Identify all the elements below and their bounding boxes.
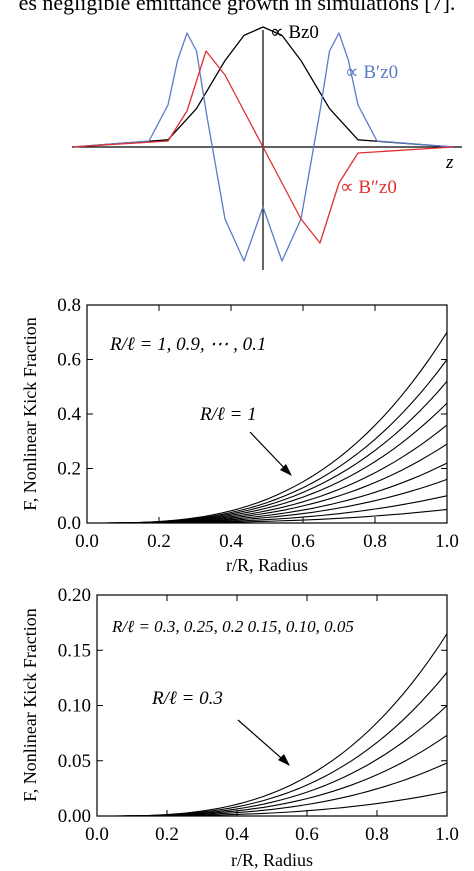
x-tick-label: 1.0 (435, 531, 459, 552)
series-line-2 (87, 380, 448, 524)
x-tick-label: 0.2 (147, 531, 171, 552)
annotation-arrow (237, 719, 289, 765)
x-axis-label: r/R, Radius (226, 555, 308, 575)
x-tick-label: 0.8 (363, 531, 387, 552)
series-line-6 (87, 462, 448, 524)
series-line-1 (72, 32, 454, 262)
x-tick-label: 0.4 (225, 824, 249, 845)
x-tick-label: 1.0 (435, 824, 459, 845)
legend-text: R/ℓ = 1, 0.9, ⋯ , 0.1 (109, 334, 266, 355)
series-line-1 (87, 359, 448, 524)
y-tick-label: 0.10 (58, 696, 91, 717)
series-line-2 (97, 705, 448, 817)
y-axis-label: F, Nonlinear Kick Fraction (20, 608, 40, 802)
series-line-5 (97, 791, 448, 817)
y-tick-label: 0.4 (57, 404, 81, 425)
annotation-arrowhead (278, 754, 290, 766)
x-axis-label: r/R, Radius (231, 850, 313, 870)
y-tick-label: 0.2 (57, 459, 81, 480)
series-line-2 (72, 50, 454, 244)
legend-text: R/ℓ = 0.3, 0.25, 0.2 0.15, 0.10, 0.05 (111, 617, 354, 636)
z-axis-label: z (445, 152, 454, 173)
series-line-9 (87, 508, 448, 524)
y-tick-label: 0.0 (57, 513, 81, 534)
series-line-4 (97, 762, 448, 817)
x-tick-label: 0.0 (85, 824, 109, 845)
y-tick-label: 0.6 (57, 350, 81, 371)
annotation-arrowhead (280, 464, 292, 476)
series-line-0 (87, 332, 448, 524)
x-tick-label: 0.8 (365, 824, 389, 845)
series-label-bz0: ∝ Bz0 (270, 22, 319, 43)
y-tick-label: 0.05 (58, 751, 91, 772)
x-tick-label: 0.6 (295, 824, 319, 845)
series-line-8 (87, 495, 448, 524)
y-tick-label: 0.15 (58, 640, 91, 661)
annotation-text: R/ℓ = 0.3 (151, 688, 223, 709)
series-label-bz0-prime: ∝ B′z0 (345, 62, 398, 83)
series-label-bz0-double-prime: ∝ B″z0 (340, 177, 397, 198)
header-text: es negligible emittance growth in simula… (18, 0, 456, 15)
y-tick-label: 0.20 (58, 585, 91, 606)
y-axis-label: F, Nonlinear Kick Fraction (20, 317, 40, 511)
series-line-0 (97, 633, 448, 817)
x-tick-label: 0.4 (219, 531, 243, 552)
x-tick-label: 0.0 (75, 531, 99, 552)
series-line-1 (97, 672, 448, 817)
field-profile-plot: z ∝ Bz0 ∝ B′z0 ∝ B″z0 (72, 22, 462, 270)
x-tick-label: 0.6 (291, 531, 315, 552)
series-line-0 (72, 26, 454, 148)
annotation-text: R/ℓ = 1 (199, 404, 257, 425)
series-line-3 (97, 734, 448, 817)
kick-fraction-plot-1: 0.0 0.2 0.4 0.6 0.8 1.0 0.0 0.2 0.4 0.6 0.8 R/ℓ = … (20, 295, 459, 575)
y-tick-label: 0.8 (57, 295, 81, 316)
kick-fraction-plot-2: 0.0 0.2 0.4 0.6 0.8 1.0 0.00 0.05 0.10 0.15 0.20 R… (20, 585, 459, 870)
y-tick-label: 0.00 (58, 806, 91, 827)
x-tick-label: 0.2 (155, 824, 179, 845)
